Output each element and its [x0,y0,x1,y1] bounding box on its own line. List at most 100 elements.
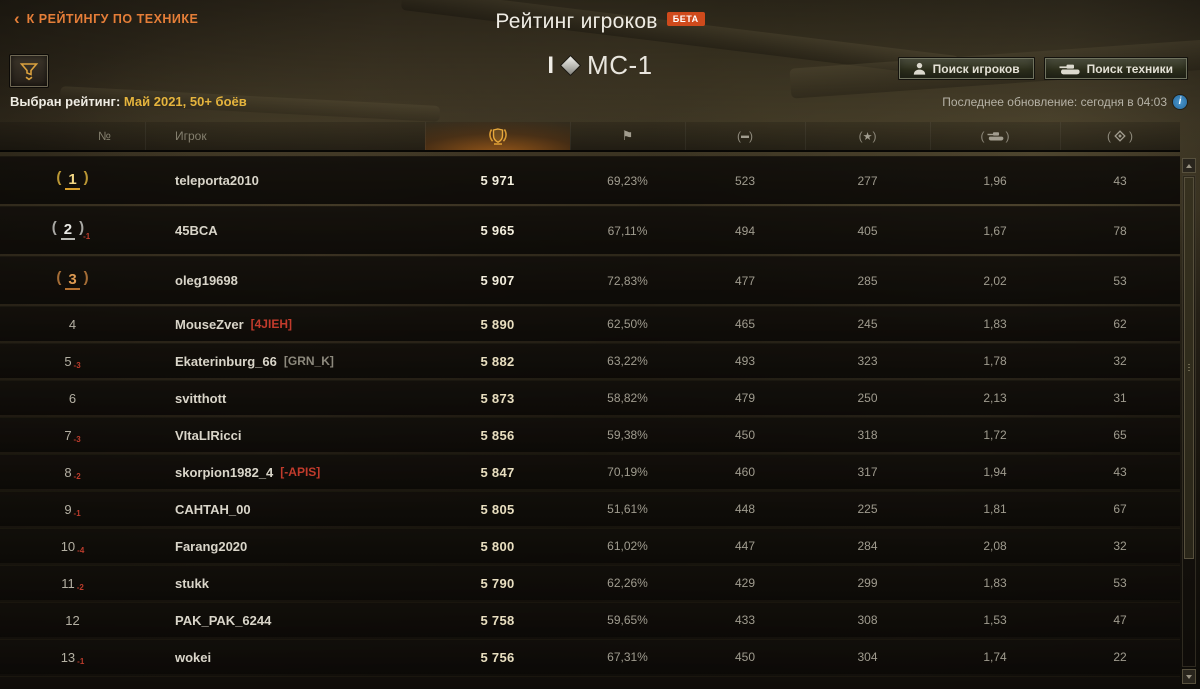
table-row[interactable]: 4 MouseZver [4JIEH] 5 890 62,50% 465 245… [0,306,1180,341]
battles-value: 43 [1113,173,1127,188]
search-players-label: Поиск игроков [932,61,1020,76]
avg-damage-value: 447 [734,539,756,553]
selected-rating-value: Май 2021, 50+ боёв [123,94,247,109]
rating-value: 5 965 [480,223,515,238]
column-header-avg-frags[interactable]: ( ) [930,122,1060,150]
scroll-down-button[interactable] [1182,669,1196,684]
player-name: MouseZver [175,316,244,332]
scroll-up-button[interactable] [1182,158,1196,173]
rank-number: 5 [64,353,72,369]
paren-close: ) [749,129,753,143]
winrate-value: 61,02% [607,539,648,553]
player-cell: Farang2020 [145,539,425,554]
avg-frags-value: 2,02 [930,687,1060,689]
player-name: PAK_PAK_6244 [175,612,272,628]
paren-open: ( [858,129,863,143]
table-row[interactable]: 9 -1 CAHTAH_00 5 805 51,61% 448 225 1,81… [0,491,1180,526]
avg-damage-value: 460 [734,465,756,479]
column-header-avg-damage[interactable]: ( ▬ ) [685,122,805,150]
scrollbar-thumb[interactable] [1184,177,1194,560]
table-body: 1 1 teleporta2010 5 971 69,23% 523 277 1… [0,154,1180,689]
shell-icon: ▬ [741,130,749,140]
rating-value: 5 756 [480,649,515,665]
battles-value: 31 [1113,391,1127,405]
avg-experience-value: 284 [857,539,878,553]
winrate-value: 62,50% [607,317,648,331]
column-header-player[interactable]: Игрок [145,122,425,150]
winrate-value: 70,19% [607,465,648,479]
paren-close: ) [872,129,877,143]
column-header-rating-selected[interactable] [425,122,570,150]
table-row[interactable]: 6 svitthott 5 873 58,82% 479 250 2,13 31 [0,380,1180,415]
rank-medal: 1 [56,169,89,190]
rank-change-indicator: -2 [73,472,81,481]
rank-cell: 10 -4 [0,537,145,556]
rank-cell: 1 1 [0,169,145,190]
rating-value: 5 847 [480,464,515,480]
table-row[interactable]: 11 -2 stukk 5 790 62,26% 429 299 1,83 53 [0,565,1180,600]
table-row[interactable]: 10 -4 Farang2020 5 800 61,02% 447 284 2,… [0,528,1180,563]
table-row[interactable]: 7 -3 VItaLIRicci 5 856 59,38% 450 318 1,… [0,417,1180,452]
table-row[interactable]: 12 PAK_PAK_6244 5 758 59,65% 433 308 1,5… [0,602,1180,637]
table-row[interactable]: 2 2 -1 45BCA 5 965 67,11% 494 405 1,67 7… [0,206,1180,254]
winrate-value: 62,26% [607,576,648,590]
back-to-vehicle-rating-link[interactable]: ‹ К РЕЙТИНГУ ПО ТЕХНИКЕ [14,9,198,28]
rating-value: 5 758 [480,612,515,628]
avg-experience-value: 308 [857,613,878,627]
table-header: № Игрок ⚑ ( ▬ ) ( ★ ) ( ) ( [0,122,1180,152]
table-row[interactable]: 14 -3 Alexes876 5 756 67,19% 442 230 2,0… [0,676,1180,689]
info-icon[interactable]: i [1173,95,1187,109]
column-header-rank[interactable]: № [0,122,145,150]
avg-frags-value: 1,94 [983,465,1007,479]
last-update-text: Последнее обновление: сегодня в 04:03 [942,95,1167,109]
filter-button[interactable] [10,55,48,87]
flag-icon: ⚑ [621,128,634,143]
rating-value: 5 856 [480,427,515,443]
search-players-button[interactable]: Поиск игроков [897,57,1035,80]
search-vehicles-button[interactable]: Поиск техники [1043,57,1188,80]
table-row[interactable]: 3 3 oleg19698 5 907 72,83% 477 285 2,02 … [0,256,1180,304]
avg-experience-value: 277 [857,173,878,188]
rating-value: 5 790 [480,575,515,591]
clan-tag: [4JIEH] [250,317,292,331]
avg-experience-value: 318 [857,428,878,442]
battles-value: 47 [1113,613,1127,627]
star-icon: ★ [862,130,873,143]
column-header-winrate[interactable]: ⚑ [570,122,685,150]
rank-number: 4 [68,316,77,332]
avg-damage-value: 523 [734,173,756,188]
scrollbar-track[interactable] [1182,175,1196,667]
avg-frags-value: 2,13 [983,391,1007,405]
rank-number: 12 [65,612,80,628]
rank-medal: 3 [56,269,89,290]
avg-damage-value: 450 [734,428,756,442]
avg-damage-value: 493 [734,354,756,368]
rank-cell: 12 [0,613,145,628]
rank-column-label: № [98,129,111,143]
player-name: Ekaterinburg_66 [175,353,277,369]
table-row[interactable]: 5 -3 Ekaterinburg_66 [GRN_K] 5 882 63,22… [0,343,1180,378]
battles-value: 67 [1113,502,1127,516]
player-cell: VItaLIRicci [145,428,425,443]
player-cell: oleg19698 [145,273,425,288]
destroyed-tank-icon [987,132,1003,141]
rank-cell: 3 3 [0,269,145,290]
avg-experience-value: 405 [857,223,878,238]
avg-damage-value: 494 [734,223,756,238]
rank-cell: 14 -3 [0,685,145,689]
column-header-battles[interactable]: ( ) [1060,122,1180,150]
laurel-wreath-shield-icon [488,128,507,145]
column-header-avg-experience[interactable]: ( ★ ) [805,122,930,150]
battles-value: 21 [1060,687,1180,689]
table-row[interactable]: 13 -1 wokei 5 756 67,31% 450 304 1,74 22 [0,639,1180,674]
avg-experience-value: 230 [805,687,930,689]
rating-value: 5 882 [480,353,515,369]
battles-value: 53 [1113,576,1127,590]
rank-cell: 6 [0,391,145,406]
table-row[interactable]: 1 1 teleporta2010 5 971 69,23% 523 277 1… [0,156,1180,204]
chevron-left-icon: ‹ [14,9,20,28]
table-row[interactable]: 8 -2 skorpion1982_4 [-APIS] 5 847 70,19%… [0,454,1180,489]
rank-medal-number: 3 [65,272,80,290]
vertical-scrollbar[interactable] [1182,158,1196,684]
rank-number: 7 [64,427,72,443]
